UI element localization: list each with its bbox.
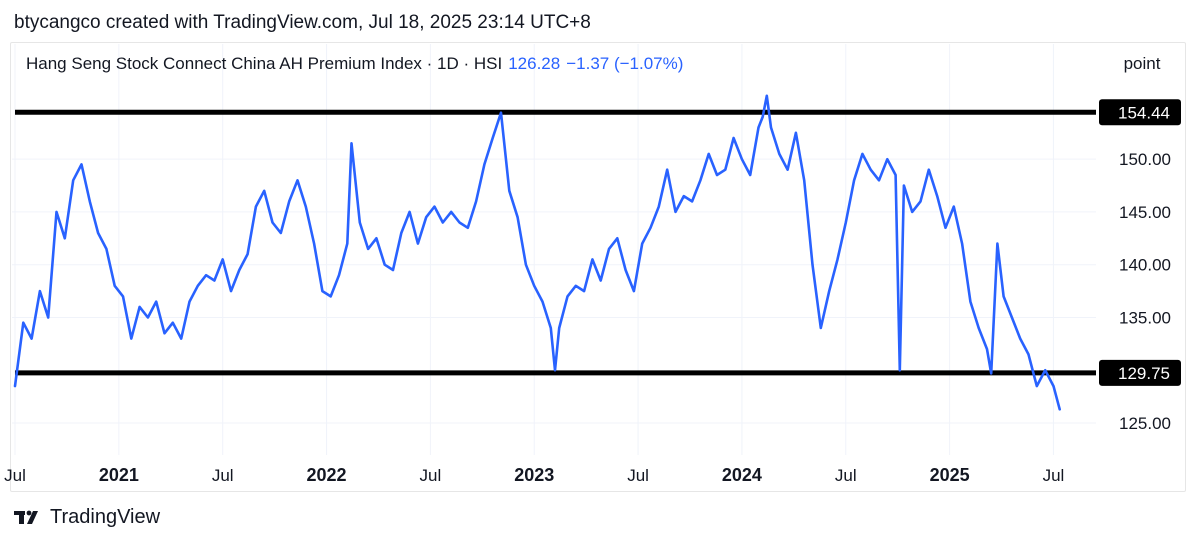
x-tick-label: 2024 bbox=[722, 465, 762, 485]
x-tick-label: 2025 bbox=[930, 465, 970, 485]
level-label: 154.44 bbox=[1118, 103, 1170, 122]
legend-symbol-name: Hang Seng Stock Connect China AH Premium… bbox=[26, 54, 503, 73]
x-tick-label: 2023 bbox=[514, 465, 554, 485]
x-tick-label: Jul bbox=[1043, 466, 1065, 485]
x-tick-label: Jul bbox=[420, 466, 442, 485]
tradingview-logo-icon bbox=[14, 510, 38, 524]
legend-change: −1.37 (−1.07%) bbox=[566, 54, 684, 73]
level-label-box bbox=[1099, 359, 1181, 386]
level-label: 129.75 bbox=[1118, 364, 1170, 383]
y-tick-label: 125.00 bbox=[1119, 414, 1171, 433]
chart-frame bbox=[10, 42, 1186, 492]
footer-branding: TradingView bbox=[14, 506, 160, 529]
x-tick-label: Jul bbox=[627, 466, 649, 485]
level-label-box bbox=[1099, 99, 1181, 126]
x-tick-label: Jul bbox=[835, 466, 857, 485]
y-tick-label: 145.00 bbox=[1119, 203, 1171, 222]
legend-last-value: 126.28 bbox=[508, 54, 561, 73]
price-unit-button[interactable]: point bbox=[1104, 46, 1180, 82]
y-tick-label: 140.00 bbox=[1119, 256, 1171, 275]
x-tick-label: 2022 bbox=[307, 465, 347, 485]
x-tick-label: Jul bbox=[212, 466, 234, 485]
series-line bbox=[13, 94, 1061, 411]
y-tick-label: 135.00 bbox=[1119, 308, 1171, 327]
y-tick-label: 150.00 bbox=[1119, 150, 1171, 169]
x-tick-label: Jul bbox=[4, 466, 26, 485]
chart-credit-header: btycangco created with TradingView.com, … bbox=[14, 12, 591, 33]
x-tick-label: 2021 bbox=[99, 465, 139, 485]
chart-legend: Hang Seng Stock Connect China AH Premium… bbox=[26, 54, 683, 74]
footer-brand-text: TradingView bbox=[50, 506, 161, 528]
